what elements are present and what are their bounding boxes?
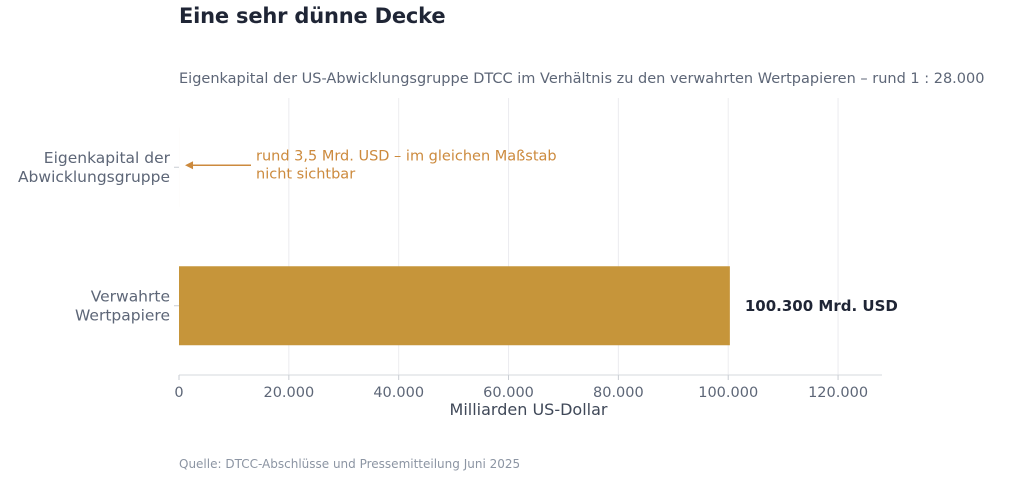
x-tick-label: 120.000	[808, 385, 868, 401]
x-tick-label: 0	[174, 385, 183, 401]
annotation-arrowhead	[185, 161, 194, 170]
category-label: Verwahrte Wertpapiere	[75, 287, 170, 324]
annotation-text: rund 3,5 Mrd. USD – im gleichen Maßstab	[256, 148, 557, 164]
annotation-text: nicht sichtbar	[256, 166, 355, 182]
x-tick-label: 40.000	[373, 385, 424, 401]
bar-value-label: 100.300 Mrd. USD	[745, 297, 898, 315]
x-tick-label: 20.000	[263, 385, 314, 401]
x-axis-title: Milliarden US-Dollar	[450, 400, 608, 419]
x-tick-label: 60.000	[483, 385, 534, 401]
x-tick-label: 80.000	[593, 385, 644, 401]
bar	[179, 266, 730, 346]
chart-title: Eine sehr dünne Decke	[179, 4, 446, 28]
category-label: Eigenkapital der Abwicklungsgruppe	[18, 149, 171, 186]
x-tick-label: 100.000	[698, 385, 758, 401]
chart-subtitle: Eigenkapital der US-Abwicklungsgruppe DT…	[179, 71, 985, 87]
source-note: Quelle: DTCC-Abschlüsse und Pressemittei…	[179, 457, 521, 471]
